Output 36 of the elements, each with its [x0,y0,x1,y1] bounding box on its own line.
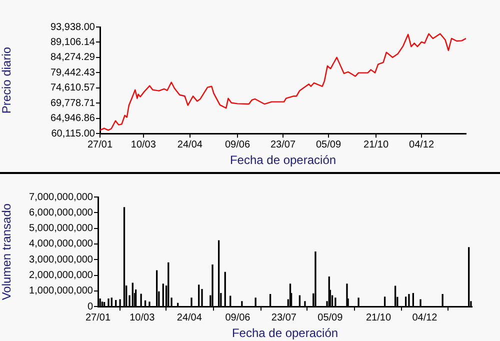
x-tick-label: 27/01 [87,139,113,150]
y-tick-label: 1,000,000,000 [29,286,94,297]
y-tick-label: 84,274.29 [50,52,96,64]
y-axis-title: Volumen transado [0,203,14,300]
y-tick-label: 5,000,000,000 [29,223,94,234]
y-tick-label: 0 [87,301,94,312]
x-tick-label: 05/09 [316,139,342,150]
y-tick-label: 79,442.43 [50,67,96,78]
x-tick-label: 21/10 [366,312,392,324]
x-tick-label: 10/03 [130,312,156,324]
y-tick-label: 6,000,000,000 [29,207,94,218]
x-axis-title: Fecha de operación [230,153,336,168]
x-tick-label: 09/06 [224,139,250,150]
x-tick-label: 05/09 [318,312,344,324]
x-tick-label: 27/01 [85,312,111,324]
x-tick-label: 24/04 [177,139,203,150]
y-tick-label: 64,946.86 [50,113,96,124]
y-tick-label: 2,000,000,000 [29,270,94,282]
x-tick-label: 21/10 [364,139,389,150]
x-tick-label: 10/03 [130,139,156,150]
x-tick-label: 24/04 [176,312,202,324]
y-tick-label: 7,000,000,000 [29,192,94,203]
x-tick-label: 09/06 [225,312,251,324]
y-axis-title: Precio diario [0,46,14,114]
x-tick-label: 23/07 [270,139,296,150]
y-tick-label: 69,778.71 [50,98,96,109]
y-tick-label: 74,610.57 [50,82,96,94]
x-axis-title: Fecha de operación [232,326,338,340]
y-tick-label: 93,938.00 [50,22,96,33]
y-tick-label: 60,115.00 [51,128,96,140]
x-tick-label: 04/12 [409,139,434,150]
y-tick-label: 4,000,000,000 [29,238,94,250]
y-tick-label: 89,106.14 [50,36,96,48]
x-tick-label: 04/12 [412,312,438,324]
y-tick-label: 3,000,000,000 [29,254,94,266]
x-tick-label: 23/07 [271,312,297,324]
